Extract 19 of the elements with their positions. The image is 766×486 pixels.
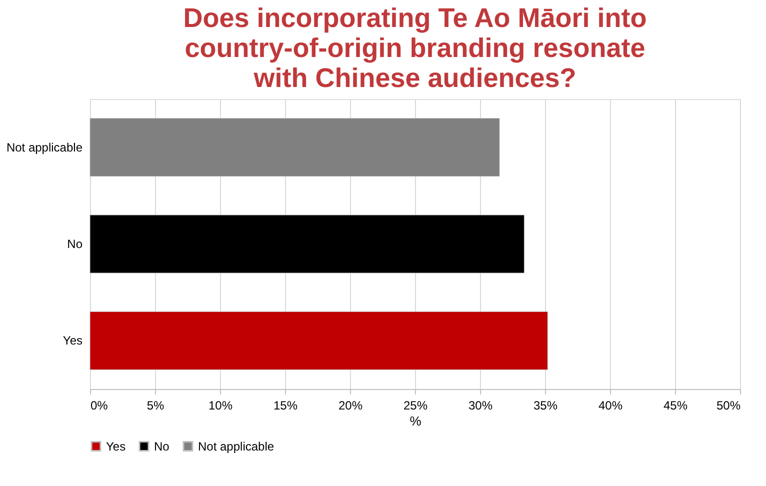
x-tick-label: 20% <box>338 398 363 412</box>
x-tick-label: 15% <box>273 398 298 412</box>
y-tick-label: Yes <box>62 334 82 348</box>
y-tick-label: Not applicable <box>6 140 83 154</box>
x-tick-label: 30% <box>468 398 493 412</box>
chart-title: Does incorporating Te Ao Māori into country-of-origin branding resonate with Chinese audiences? <box>183 3 647 93</box>
legend-label: Yes <box>106 439 126 454</box>
x-tick-label: 50% <box>716 398 741 412</box>
x-tick-label: 10% <box>208 398 233 412</box>
x-tick-label: 35% <box>533 398 558 412</box>
x-tick-label: 25% <box>403 398 428 412</box>
x-tick-label: 0% <box>90 398 108 412</box>
legend-label: Not applicable <box>198 439 274 454</box>
legend-label: No <box>154 439 170 454</box>
x-tick-label: 5% <box>146 398 164 412</box>
y-tick-label: No <box>67 237 83 251</box>
x-tick-label: 40% <box>598 398 623 412</box>
x-axis-title: % <box>410 414 422 428</box>
x-tick-label: 45% <box>663 398 688 412</box>
